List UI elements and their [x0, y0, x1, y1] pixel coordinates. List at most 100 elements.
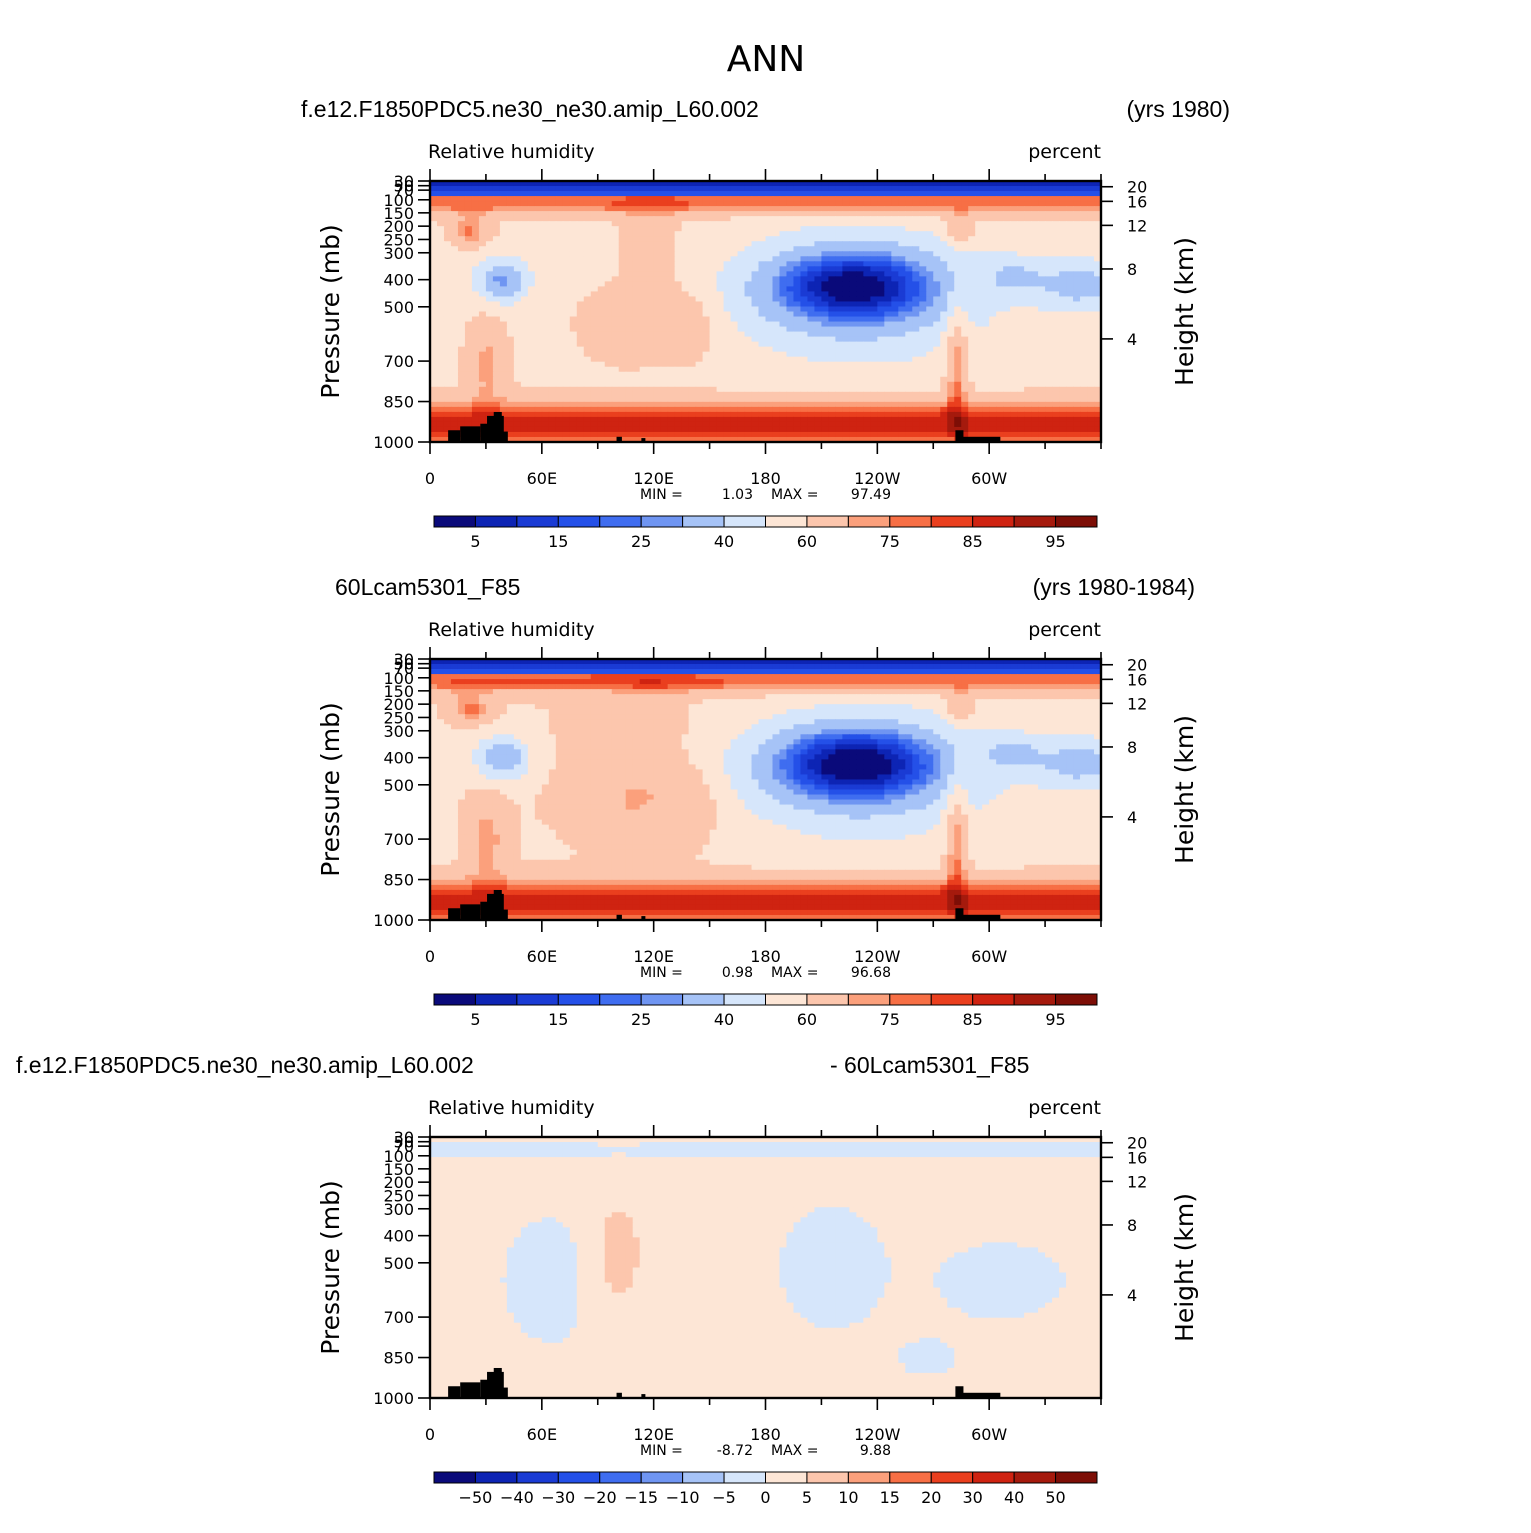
field-cell [471, 386, 480, 393]
field-cell [793, 351, 802, 358]
field-cell [1094, 431, 1102, 438]
field-cell [443, 366, 452, 373]
field-cell [954, 406, 962, 413]
field-cell [625, 321, 634, 328]
field-cell [534, 346, 543, 353]
field-cell [492, 401, 501, 408]
field-cell [436, 231, 445, 237]
field-cell [506, 296, 515, 303]
field-cell [506, 426, 515, 433]
field-cell [541, 301, 550, 308]
field-cell [856, 266, 864, 272]
field-cell [597, 291, 606, 298]
field-cell [870, 191, 878, 197]
field-cell [499, 366, 508, 373]
field-cell [709, 226, 718, 232]
field-cell [485, 281, 494, 287]
field-cell [604, 211, 613, 217]
field-cell [898, 191, 906, 197]
field-cell [758, 236, 767, 242]
field-cell [842, 396, 850, 403]
field-cell [1031, 351, 1039, 358]
field-cell [443, 181, 452, 187]
field-cell [870, 371, 878, 378]
field-cell [779, 196, 788, 202]
field-cell [478, 336, 487, 343]
field-cell [541, 286, 550, 293]
field-cell [793, 291, 802, 298]
field-cell [548, 316, 557, 323]
field-cell [954, 396, 962, 403]
field-cell [485, 181, 494, 187]
field-cell [898, 421, 906, 428]
field-cell [499, 291, 508, 298]
field-cell [898, 241, 906, 247]
field-cell [1017, 286, 1025, 293]
field-cell [940, 246, 948, 252]
field-cell [772, 391, 781, 398]
field-cell [555, 291, 564, 298]
field-cell [716, 196, 725, 202]
field-cell [751, 356, 760, 363]
field-cell [905, 251, 913, 257]
field-cell [625, 286, 634, 293]
field-cell [905, 256, 913, 262]
field-cell [1087, 346, 1095, 353]
field-cell [1080, 376, 1088, 383]
field-cell [982, 346, 990, 353]
field-cell [772, 256, 781, 262]
field-cell [548, 296, 557, 303]
field-cell [898, 336, 906, 343]
field-cell [583, 421, 592, 428]
field-cell [513, 191, 522, 197]
field-cell [1052, 371, 1060, 378]
field-cell [828, 181, 836, 187]
field-cell [695, 256, 704, 262]
field-cell [1052, 356, 1060, 363]
field-cell [667, 281, 676, 287]
field-cell [430, 251, 438, 257]
field-cell [1094, 226, 1102, 232]
field-cell [1073, 346, 1081, 353]
field-cell [765, 261, 774, 267]
field-cell [695, 291, 704, 298]
field-cell [842, 191, 850, 197]
field-cell [548, 411, 557, 418]
field-cell [940, 211, 948, 217]
field-cell [667, 316, 676, 323]
field-cell [1059, 336, 1067, 343]
field-cell [702, 356, 711, 363]
field-cell [541, 436, 550, 443]
field-cell [450, 346, 459, 353]
field-cell [632, 356, 641, 363]
field-cell [681, 356, 690, 363]
field-cell [772, 356, 781, 363]
field-cell [611, 241, 620, 247]
field-cell [653, 231, 662, 237]
field-cell [653, 196, 662, 202]
field-cell [562, 391, 571, 398]
field-cell [527, 371, 536, 378]
field-cell [919, 351, 927, 358]
field-cell [639, 346, 648, 353]
field-cell [625, 211, 634, 217]
field-cell [541, 411, 550, 418]
field-cell [548, 431, 557, 438]
field-cell [674, 226, 683, 232]
field-cell [450, 276, 459, 282]
field-cell [499, 356, 508, 363]
field-cell [961, 206, 969, 212]
field-cell [744, 391, 753, 398]
field-cell [1031, 381, 1039, 388]
field-cell [807, 196, 816, 202]
field-cell [646, 321, 655, 328]
field-cell [688, 336, 697, 343]
field-cell [1059, 411, 1067, 418]
field-cell [779, 201, 788, 207]
field-cell [646, 406, 655, 413]
field-cell [737, 191, 746, 197]
field-cell [1094, 306, 1102, 313]
field-cell [758, 271, 767, 277]
field-cell [464, 321, 473, 328]
field-cell [961, 246, 969, 252]
